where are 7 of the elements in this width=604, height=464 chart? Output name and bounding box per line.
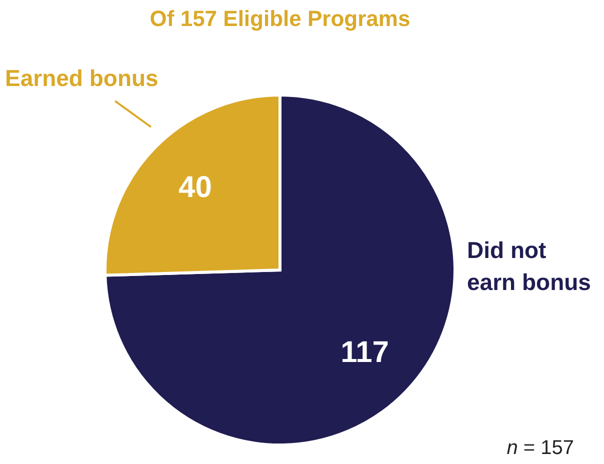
pie-slice [104,94,456,446]
slice-label: Did not earn bonus [467,237,591,295]
slice-label: Earned bonus [5,65,158,91]
data-label: 40 [178,171,212,204]
chart-title: Of 157 Eligible Programs [150,6,410,31]
data-label: 117 [340,336,389,369]
text: n = 157 [506,437,574,459]
